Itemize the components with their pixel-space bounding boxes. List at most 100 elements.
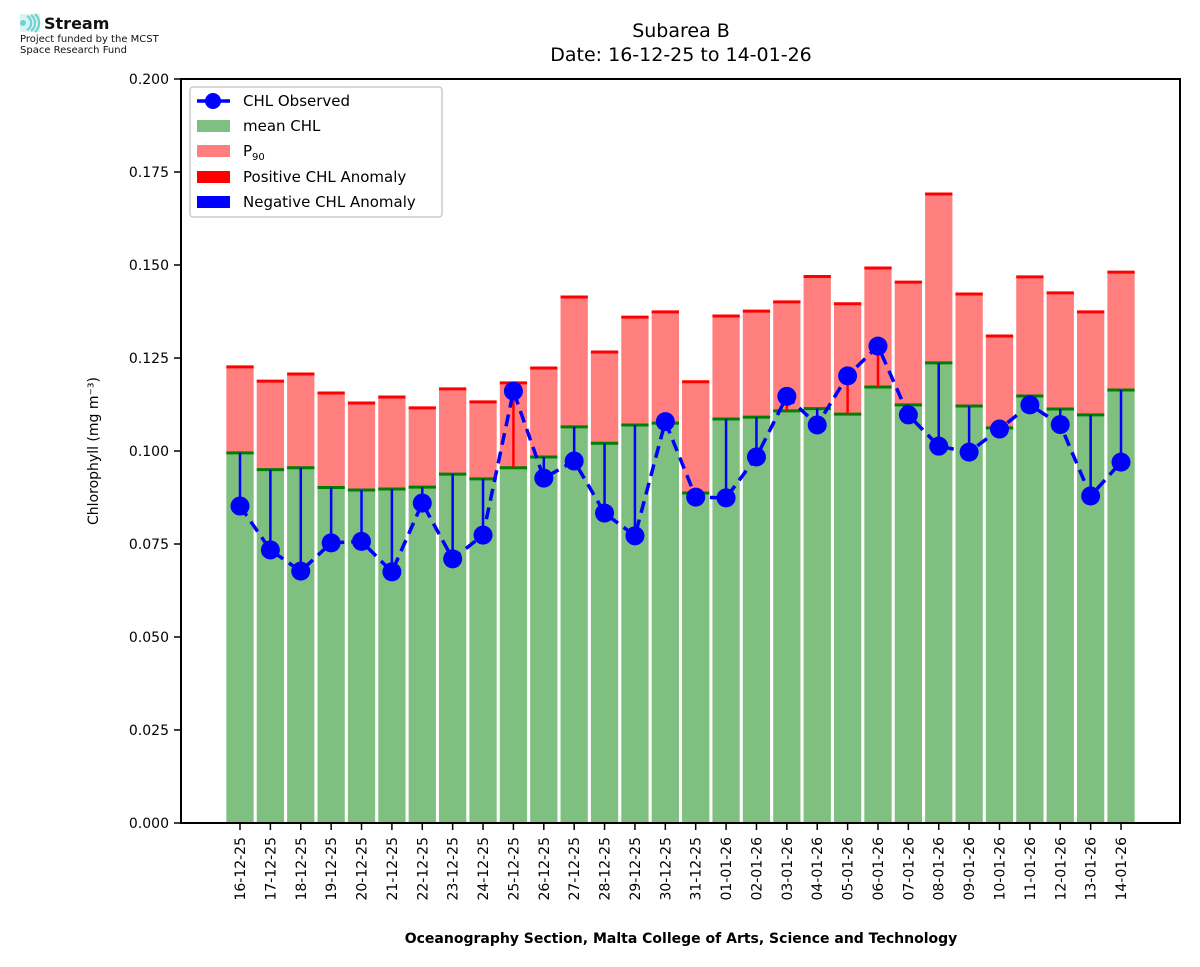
observed-point <box>807 415 827 435</box>
x-tick-label: 16-12-25 <box>233 837 249 901</box>
x-tick-label: 24-12-25 <box>476 837 492 901</box>
p90-bar <box>742 311 771 418</box>
observed-point <box>1081 486 1101 506</box>
observed-point <box>868 336 888 356</box>
observed-point <box>443 549 463 569</box>
observed-point <box>291 561 311 581</box>
p90-bar <box>1016 276 1044 396</box>
x-tick-label: 20-12-25 <box>355 837 371 901</box>
observed-point <box>564 451 584 471</box>
observed-point <box>321 533 341 553</box>
observed-point <box>686 487 706 507</box>
observed-point <box>777 386 797 406</box>
x-tick-label: 06-01-26 <box>871 837 887 901</box>
observed-point <box>230 496 250 516</box>
y-tick-label: 0.150 <box>129 258 169 274</box>
chart-subtitle: Date: 16-12-25 to 14-01-26 <box>550 44 812 66</box>
p90-bar <box>226 366 254 453</box>
p90-bar <box>1107 272 1135 390</box>
p90-bar <box>894 282 923 405</box>
x-tick-label: 12-01-26 <box>1053 837 1069 901</box>
legend-label: Negative CHL Anomaly <box>243 193 416 211</box>
mean-bar <box>408 487 436 823</box>
x-tick-label: 19-12-25 <box>324 837 340 901</box>
legend-marker-swatch <box>205 93 221 109</box>
observed-point <box>534 468 554 488</box>
mean-bar <box>1016 395 1044 823</box>
observed-point <box>625 526 645 546</box>
x-tick-label: 23-12-25 <box>446 837 462 901</box>
p90-bar <box>317 392 345 488</box>
p90-bar <box>925 193 953 363</box>
mean-bar <box>985 427 1014 823</box>
legend-patch-swatch <box>197 145 230 157</box>
mean-bar <box>499 467 528 823</box>
p90-bar <box>408 407 436 488</box>
x-tick-label: 03-01-26 <box>780 837 796 901</box>
observed-point <box>716 488 736 508</box>
x-tick-label: 14-01-26 <box>1114 837 1130 901</box>
x-tick-label: 13-01-26 <box>1084 837 1100 901</box>
observed-point <box>595 503 615 523</box>
x-tick-label: 26-12-25 <box>537 837 553 901</box>
legend-frame <box>189 86 443 218</box>
observed-point <box>1111 452 1131 472</box>
x-tick-label: 05-01-26 <box>841 837 857 901</box>
observed-point <box>898 405 918 425</box>
observed-point <box>1050 415 1070 435</box>
observed-point <box>990 419 1009 439</box>
observed-point <box>473 525 493 545</box>
p90-bar <box>1046 292 1074 409</box>
p90-bar <box>712 315 740 420</box>
x-tick-label: 30-12-25 <box>658 837 674 901</box>
x-tick-label: 07-01-26 <box>901 837 917 901</box>
x-tick-label: 17-12-25 <box>263 837 279 901</box>
mean-bar <box>560 426 588 823</box>
p90-bar <box>651 311 679 424</box>
y-axis-label: Chlorophyll (mg m⁻³) <box>86 377 102 525</box>
observed-point <box>959 442 979 462</box>
anomaly-layer <box>238 346 1123 572</box>
observed-point <box>260 540 280 560</box>
logo: Stream Project funded by the MCST Space … <box>20 12 159 56</box>
y-tick-label: 0.000 <box>129 816 169 832</box>
observed-point <box>929 436 949 456</box>
mean-bar <box>833 414 862 823</box>
logo-name: Stream <box>44 13 110 33</box>
p90-bar <box>621 317 649 425</box>
legend-label: CHL Observed <box>243 92 350 110</box>
chart-title: Subarea B <box>632 20 730 42</box>
p90-bar <box>347 403 376 491</box>
funded-line-2: Space Research Fund <box>20 45 127 56</box>
legend-patch-swatch <box>197 171 230 183</box>
x-tick-label: 01-01-26 <box>719 837 735 901</box>
x-tick-label: 25-12-25 <box>506 837 522 901</box>
x-tick-label: 22-12-25 <box>415 837 431 901</box>
logo-brand: Stream <box>20 12 159 34</box>
y-tick-label: 0.075 <box>129 537 169 553</box>
x-tick-label: 02-01-26 <box>749 837 765 901</box>
mean-bar <box>864 387 892 823</box>
x-tick-label: 21-12-25 <box>385 837 401 901</box>
observed-point <box>412 493 432 513</box>
observed-point <box>352 531 372 551</box>
mean-bar <box>803 408 831 823</box>
observed-layer <box>230 336 1131 582</box>
mean-bar <box>894 404 923 823</box>
legend-patch-swatch <box>197 196 230 208</box>
p90-bar <box>682 381 710 494</box>
y-tick-label: 0.200 <box>129 72 169 88</box>
x-tick-label: 29-12-25 <box>628 837 644 901</box>
p90-bar <box>590 352 619 444</box>
p90-bar <box>378 397 406 489</box>
y-tick-label: 0.025 <box>129 723 169 739</box>
legend-label-subscript: 90 <box>252 152 265 163</box>
x-tick-label: 27-12-25 <box>567 837 583 901</box>
y-tick-label: 0.050 <box>129 630 169 646</box>
mean-bar <box>742 417 771 823</box>
x-tick-label: 10-01-26 <box>993 837 1009 901</box>
mean-bar <box>1046 408 1074 823</box>
observed-point <box>655 412 675 432</box>
x-axis-label: Oceanography Section, Malta College of A… <box>405 931 958 947</box>
